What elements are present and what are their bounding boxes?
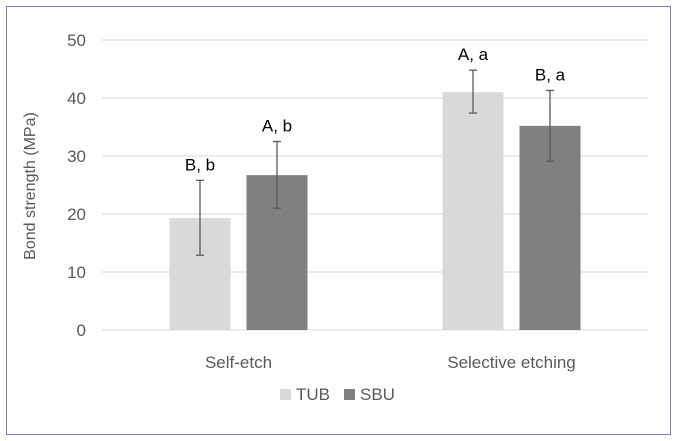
legend-label-sbu: SBU <box>360 385 395 404</box>
y-tick-label-10: 10 <box>67 263 86 282</box>
y-axis-title: Bond strength (MPa) <box>22 112 39 260</box>
x-tick-label-0: Self-etch <box>205 353 272 372</box>
error-bars <box>196 69 554 256</box>
x-axis-ticks: Self-etch Selective etching <box>205 353 576 372</box>
legend-swatch-sbu <box>344 389 355 400</box>
y-tick-label-0: 0 <box>77 321 86 340</box>
data-label-tub-0: B, b <box>185 155 215 174</box>
y-axis-ticks: 0 10 20 30 40 50 <box>67 31 86 340</box>
y-tick-label-50: 50 <box>67 31 86 50</box>
legend: TUB SBU <box>280 385 395 404</box>
legend-label-tub: TUB <box>296 385 330 404</box>
data-label-sbu-1: B, a <box>535 65 566 84</box>
bar-tub-1 <box>442 92 504 330</box>
data-label-sbu-0: A, b <box>262 117 292 136</box>
y-tick-label-20: 20 <box>67 205 86 224</box>
y-tick-label-30: 30 <box>67 147 86 166</box>
y-tick-label-40: 40 <box>67 89 86 108</box>
x-tick-label-1: Selective etching <box>447 353 576 372</box>
bars <box>169 92 581 330</box>
data-label-tub-1: A, a <box>458 45 489 64</box>
legend-swatch-tub <box>280 389 291 400</box>
bar-labels: B, b A, b A, a B, a <box>185 45 566 174</box>
